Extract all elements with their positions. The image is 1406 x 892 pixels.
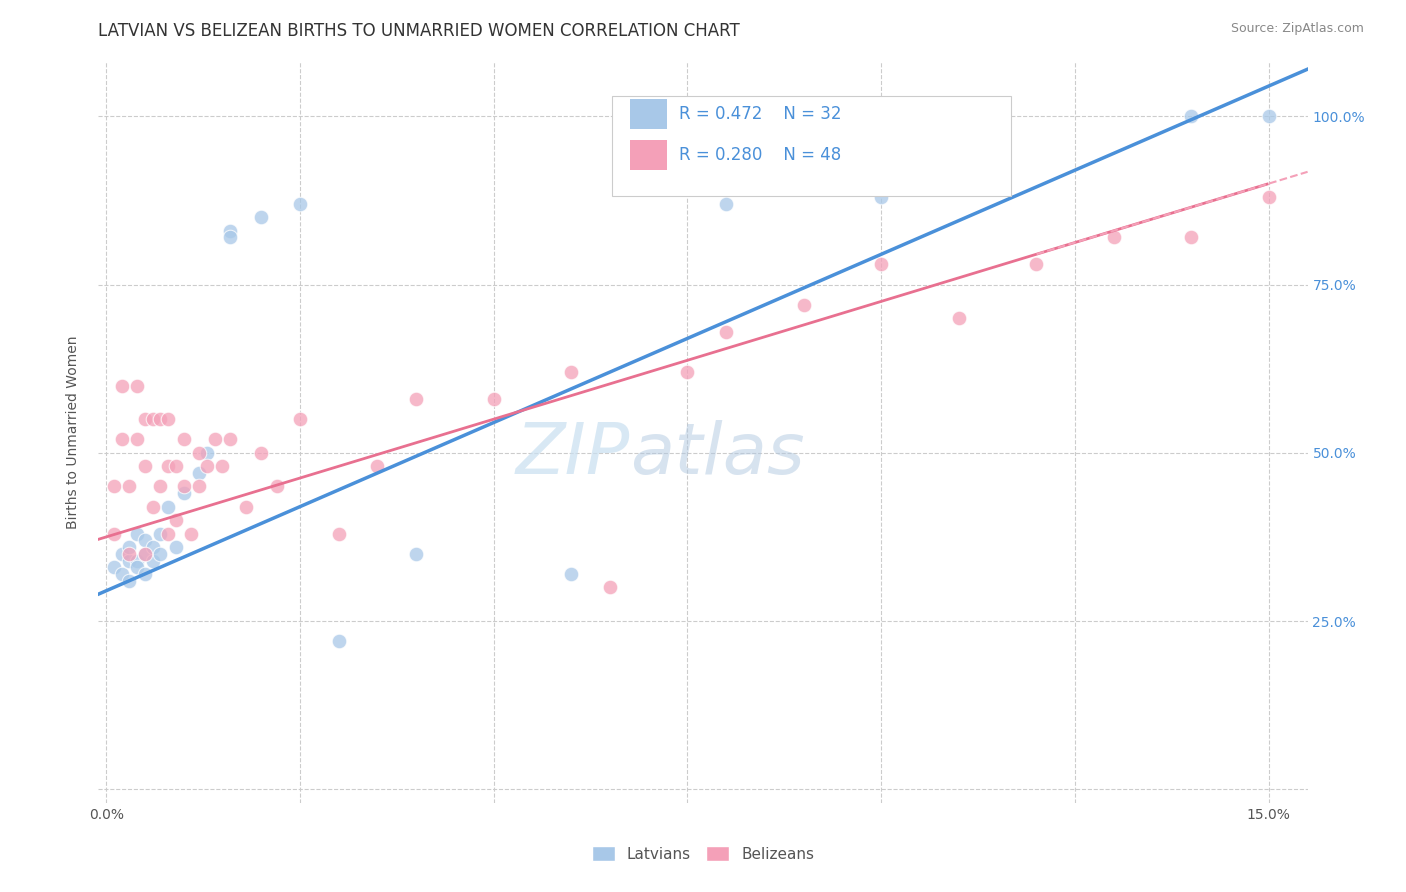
Point: [235, 500, 257, 514]
Point: [482, 392, 505, 406]
Point: [165, 459, 187, 474]
Legend: Latvians, Belizeans: Latvians, Belizeans: [592, 846, 814, 862]
Point: [142, 553, 165, 567]
Point: [195, 459, 218, 474]
Point: [405, 392, 427, 406]
Point: [111, 433, 134, 447]
Y-axis label: Births to Unmarried Women: Births to Unmarried Women: [66, 336, 80, 529]
Point: [142, 540, 165, 554]
Point: [173, 486, 195, 500]
Bar: [630, 99, 666, 129]
Point: [149, 479, 172, 493]
Point: [127, 553, 149, 567]
Point: [948, 311, 970, 326]
Point: [1102, 230, 1125, 244]
Point: [188, 446, 211, 460]
Point: [204, 433, 226, 447]
Point: [676, 365, 699, 379]
Text: ZIP: ZIP: [516, 420, 630, 490]
Point: [405, 547, 427, 561]
Point: [599, 581, 621, 595]
Point: [118, 540, 141, 554]
Bar: [630, 140, 666, 169]
Point: [103, 560, 125, 574]
Point: [134, 412, 156, 426]
Text: R = 0.472    N = 32: R = 0.472 N = 32: [679, 105, 841, 123]
Text: Source: ZipAtlas.com: Source: ZipAtlas.com: [1230, 22, 1364, 36]
Point: [250, 211, 273, 225]
Point: [1257, 109, 1279, 123]
Point: [111, 378, 134, 392]
Point: [793, 298, 815, 312]
Point: [195, 446, 218, 460]
Text: R = 0.280    N = 48: R = 0.280 N = 48: [679, 146, 841, 164]
Point: [366, 459, 388, 474]
Point: [142, 412, 165, 426]
Point: [173, 479, 195, 493]
Point: [149, 412, 172, 426]
Point: [118, 479, 141, 493]
Point: [111, 547, 134, 561]
Point: [870, 257, 893, 271]
Point: [157, 500, 180, 514]
Point: [560, 566, 582, 581]
Point: [188, 479, 211, 493]
Point: [288, 196, 311, 211]
Point: [127, 560, 149, 574]
Point: [219, 230, 242, 244]
Point: [103, 526, 125, 541]
Point: [149, 526, 172, 541]
Point: [157, 526, 180, 541]
Point: [180, 526, 202, 541]
Text: atlas: atlas: [630, 420, 806, 490]
Text: LATVIAN VS BELIZEAN BIRTHS TO UNMARRIED WOMEN CORRELATION CHART: LATVIAN VS BELIZEAN BIRTHS TO UNMARRIED …: [98, 22, 740, 40]
Point: [127, 378, 149, 392]
Point: [149, 547, 172, 561]
Point: [328, 634, 350, 648]
Point: [165, 513, 187, 527]
Point: [188, 466, 211, 480]
Point: [250, 446, 273, 460]
Point: [134, 459, 156, 474]
Point: [118, 574, 141, 588]
Point: [157, 459, 180, 474]
Point: [134, 547, 156, 561]
Point: [1257, 190, 1279, 204]
Point: [134, 566, 156, 581]
Point: [142, 500, 165, 514]
Point: [118, 547, 141, 561]
Point: [219, 433, 242, 447]
Point: [173, 433, 195, 447]
Point: [716, 325, 738, 339]
Point: [1180, 230, 1202, 244]
Point: [111, 566, 134, 581]
Point: [127, 433, 149, 447]
Point: [211, 459, 233, 474]
Point: [288, 412, 311, 426]
Point: [560, 365, 582, 379]
Point: [1180, 109, 1202, 123]
Point: [118, 553, 141, 567]
Point: [1025, 257, 1047, 271]
Point: [716, 196, 738, 211]
Point: [870, 190, 893, 204]
Point: [103, 479, 125, 493]
Point: [266, 479, 288, 493]
Point: [328, 526, 350, 541]
Point: [134, 533, 156, 548]
Point: [165, 540, 187, 554]
Point: [219, 224, 242, 238]
Point: [134, 547, 156, 561]
FancyBboxPatch shape: [613, 95, 1011, 195]
Point: [127, 526, 149, 541]
Point: [157, 412, 180, 426]
